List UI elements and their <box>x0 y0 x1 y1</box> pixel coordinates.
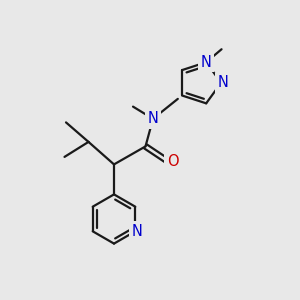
Text: N: N <box>148 111 158 126</box>
Text: N: N <box>217 75 228 90</box>
Text: N: N <box>131 224 142 239</box>
Text: N: N <box>201 55 212 70</box>
Text: O: O <box>167 154 178 169</box>
